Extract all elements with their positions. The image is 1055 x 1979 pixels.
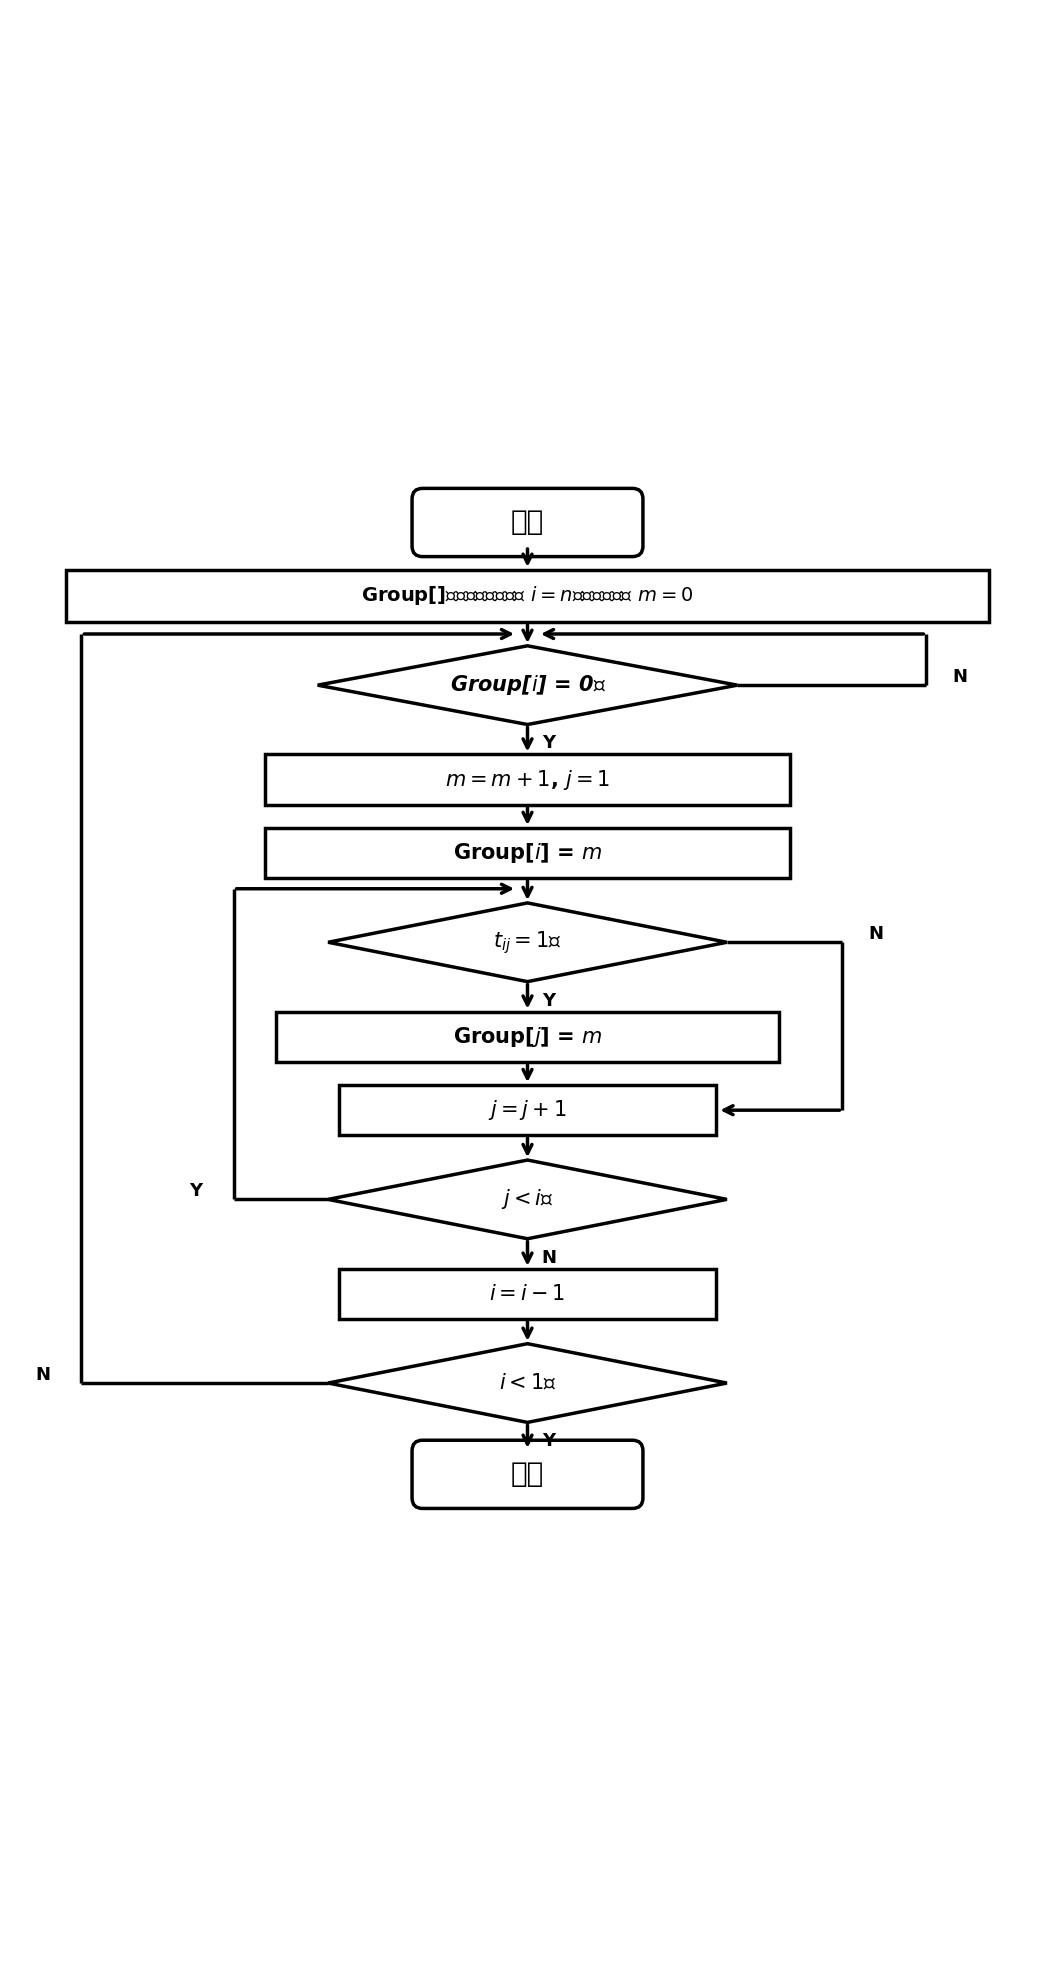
Polygon shape xyxy=(328,1160,727,1239)
Text: 结束: 结束 xyxy=(511,1461,544,1488)
Text: Group[$i$] = $m$: Group[$i$] = $m$ xyxy=(453,841,602,865)
Text: Group[$j$] = $m$: Group[$j$] = $m$ xyxy=(453,1025,602,1049)
Bar xyxy=(339,1084,716,1136)
Text: $i<1$？: $i<1$？ xyxy=(499,1373,556,1393)
Text: $j<i$？: $j<i$？ xyxy=(501,1187,554,1211)
Text: N: N xyxy=(953,667,967,687)
FancyBboxPatch shape xyxy=(413,1441,642,1508)
Text: Y: Y xyxy=(542,734,555,752)
Text: Y: Y xyxy=(189,1181,203,1199)
Text: 开始: 开始 xyxy=(511,509,544,536)
Text: Y: Y xyxy=(542,1433,555,1451)
Text: Group[$i$] = 0？: Group[$i$] = 0？ xyxy=(449,673,606,697)
Bar xyxy=(265,827,790,879)
Text: N: N xyxy=(541,1249,556,1267)
Text: $t_{ij}=1$？: $t_{ij}=1$？ xyxy=(493,928,562,956)
Text: N: N xyxy=(35,1366,50,1383)
Polygon shape xyxy=(318,645,737,724)
Bar xyxy=(275,1011,780,1063)
Text: N: N xyxy=(868,924,884,942)
Polygon shape xyxy=(328,902,727,982)
Bar xyxy=(265,754,790,805)
Bar xyxy=(65,570,990,621)
Text: $i=i-1$: $i=i-1$ xyxy=(490,1284,565,1304)
Text: $j=j+1$: $j=j+1$ xyxy=(488,1098,567,1122)
Bar xyxy=(339,1269,716,1320)
Text: $m=m+1$, $j=1$: $m=m+1$, $j=1$ xyxy=(445,768,610,792)
Text: Group[]数组清零，节点号 $i=n$，连通子图号 $m=0$: Group[]数组清零，节点号 $i=n$，连通子图号 $m=0$ xyxy=(361,584,694,608)
FancyBboxPatch shape xyxy=(413,489,642,556)
Text: Y: Y xyxy=(542,991,555,1009)
Polygon shape xyxy=(328,1344,727,1423)
